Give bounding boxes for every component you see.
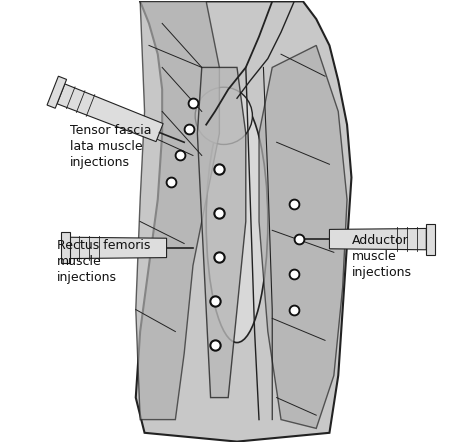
Polygon shape xyxy=(70,237,166,259)
Polygon shape xyxy=(426,224,435,255)
Point xyxy=(291,200,298,207)
Point xyxy=(295,236,302,243)
Point xyxy=(291,306,298,313)
Polygon shape xyxy=(47,76,66,108)
Point xyxy=(216,253,223,260)
Point xyxy=(291,271,298,278)
Text: Adductor
muscle
injections: Adductor muscle injections xyxy=(351,234,411,279)
Point xyxy=(295,236,302,243)
Polygon shape xyxy=(329,229,426,250)
Point xyxy=(185,125,192,132)
Polygon shape xyxy=(57,84,163,142)
Polygon shape xyxy=(259,46,347,428)
Point xyxy=(211,297,219,304)
Polygon shape xyxy=(136,1,219,420)
Point xyxy=(176,152,183,159)
Text: Tensor fascia
lata muscle
injections: Tensor fascia lata muscle injections xyxy=(70,124,151,169)
Point xyxy=(211,341,219,348)
Point xyxy=(189,99,197,106)
Point xyxy=(176,152,183,159)
Point xyxy=(291,271,298,278)
Point xyxy=(167,179,175,186)
Point xyxy=(216,209,223,216)
Point xyxy=(189,99,197,106)
Point xyxy=(291,306,298,313)
Ellipse shape xyxy=(206,101,268,342)
Polygon shape xyxy=(197,67,246,397)
Polygon shape xyxy=(61,233,70,264)
Ellipse shape xyxy=(195,87,253,144)
Point xyxy=(185,125,192,132)
Point xyxy=(216,165,223,172)
Point xyxy=(167,179,175,186)
Polygon shape xyxy=(136,1,351,442)
Text: Rectus femoris
muscle
injections: Rectus femoris muscle injections xyxy=(56,239,150,284)
Point xyxy=(291,200,298,207)
